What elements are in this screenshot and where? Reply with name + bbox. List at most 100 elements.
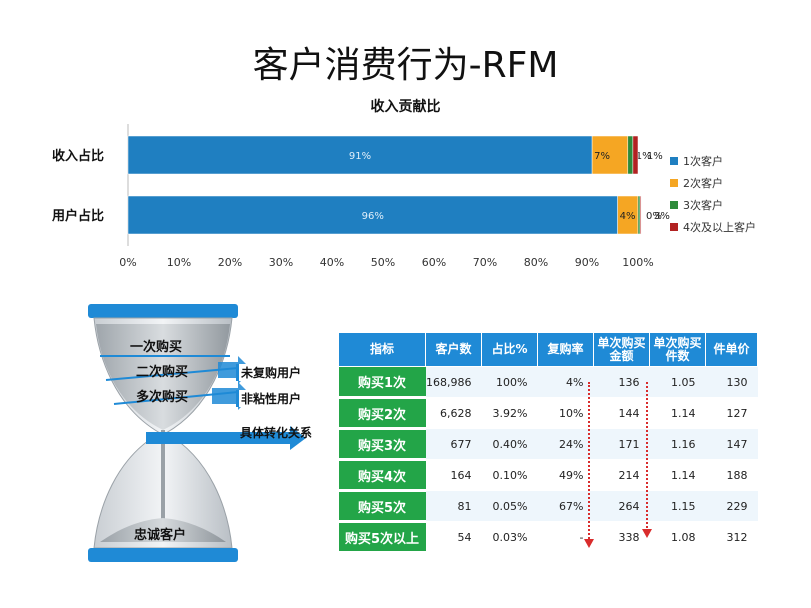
legend-item: 3次客户 bbox=[670, 194, 756, 216]
table-cell: 168,986 bbox=[425, 366, 482, 398]
data-label: 4% bbox=[620, 211, 636, 222]
arrow-conversion bbox=[146, 426, 306, 450]
col-header-share: 占比% bbox=[481, 332, 538, 367]
table-cell: 677 bbox=[425, 428, 482, 460]
table-cell: 54 bbox=[425, 521, 482, 553]
level-label-1: 一次购买 bbox=[130, 340, 183, 355]
table-cell: 214 bbox=[593, 459, 650, 491]
legend-item: 2次客户 bbox=[670, 172, 756, 194]
bar-chart-svg: 0% 10% 20% 30% 40% 50% 60% 70% 80% 90% 100% 收入占比 91%… bbox=[51, 124, 670, 269]
row-label-cell: 购买4次 bbox=[338, 459, 426, 492]
table-row: 购买3次 677 0.40% 24% 171 1.16 147 bbox=[338, 428, 758, 461]
table-cell: 1.08 bbox=[649, 521, 706, 553]
data-label: 7% bbox=[594, 151, 610, 162]
table-header-row: 指标 客户数 占比% 复购率 单次购买 金额 单次购买 件数 件单价 bbox=[338, 332, 758, 367]
table-cell: 3.92% bbox=[481, 397, 538, 429]
legend-label: 2次客户 bbox=[683, 177, 723, 190]
legend-swatch bbox=[670, 179, 678, 187]
col-header-repurchase: 复购率 bbox=[537, 332, 594, 367]
x-tick-label: 70% bbox=[473, 256, 497, 269]
col-header-metric: 指标 bbox=[338, 332, 426, 367]
chart-title: 收入贡献比 bbox=[370, 99, 441, 115]
bar-segment bbox=[591, 135, 629, 175]
row-label-cell: 购买2次 bbox=[338, 397, 426, 430]
table-cell: 0.03% bbox=[481, 521, 538, 553]
legend-label: 3次客户 bbox=[683, 199, 723, 212]
chart-legend: 1次客户 2次客户 3次客户 4次及以上客户 bbox=[670, 150, 756, 238]
row-label-cell: 购买1次 bbox=[338, 366, 426, 399]
table-cell: 1.05 bbox=[649, 366, 706, 398]
table-cell: 144 bbox=[593, 397, 650, 429]
table-cell: 4% bbox=[537, 366, 594, 398]
trend-arrow-amount bbox=[642, 382, 652, 538]
table-cell: 147 bbox=[705, 428, 758, 460]
hourglass-top-cap bbox=[88, 304, 238, 318]
hourglass-svg bbox=[88, 304, 306, 562]
legend-label: 1次客户 bbox=[683, 155, 723, 168]
x-tick-label: 100% bbox=[622, 256, 653, 269]
table-cell: 136 bbox=[593, 366, 650, 398]
row-label-cell: 购买5次以上 bbox=[338, 521, 426, 554]
col-header-customers: 客户数 bbox=[425, 332, 482, 367]
data-label: 0% bbox=[646, 211, 662, 222]
table-cell: 130 bbox=[705, 366, 758, 398]
x-tick-label: 60% bbox=[422, 256, 446, 269]
category-label: 收入占比 bbox=[52, 148, 104, 164]
col-header-order-items: 单次购买 件数 bbox=[649, 332, 706, 367]
x-tick-label: 80% bbox=[524, 256, 548, 269]
table-row: 购买2次 6,628 3.92% 10% 144 1.14 127 bbox=[338, 397, 758, 430]
trend-arrow-repurchase bbox=[584, 382, 594, 548]
table-cell: 0.05% bbox=[481, 490, 538, 522]
table-row: 购买5次以上 54 0.03% -338 1.08 312 bbox=[338, 521, 758, 554]
table-cell: 6,628 bbox=[425, 397, 482, 429]
hourglass-bottom-sand bbox=[100, 518, 226, 542]
hourglass-bottom-cap bbox=[88, 548, 238, 562]
category-label: 用户占比 bbox=[51, 208, 104, 224]
data-label: 96% bbox=[362, 211, 384, 222]
table-cell: 1.16 bbox=[649, 428, 706, 460]
table-cell: 127 bbox=[705, 397, 758, 429]
rfm-table: 指标 客户数 占比% 复购率 单次购买 金额 单次购买 件数 件单价 购买1次 1… bbox=[338, 332, 758, 554]
x-tick-label: 90% bbox=[575, 256, 599, 269]
table-cell: 24% bbox=[537, 428, 594, 460]
loyal-customer-label: 忠诚客户 bbox=[134, 528, 187, 543]
data-label: 3% bbox=[654, 211, 670, 222]
legend-label: 4次及以上客户 bbox=[683, 221, 756, 234]
x-tick-label: 50% bbox=[371, 256, 395, 269]
bar-segment bbox=[632, 135, 639, 175]
x-tick-label: 0% bbox=[119, 256, 136, 269]
table-cell: 1.14 bbox=[649, 397, 706, 429]
row-label-cell: 购买3次 bbox=[338, 428, 426, 461]
data-label: 91% bbox=[349, 151, 371, 162]
legend-swatch bbox=[670, 157, 678, 165]
table-row: 购买1次 168,986 100% 4% 136 1.05 130 bbox=[338, 366, 758, 399]
table-cell: 264 bbox=[593, 490, 650, 522]
table-cell: 171 bbox=[593, 428, 650, 460]
x-tick-label: 10% bbox=[167, 256, 191, 269]
x-tick-label: 30% bbox=[269, 256, 293, 269]
row-label-cell: 购买5次 bbox=[338, 490, 426, 523]
bar-segment bbox=[639, 195, 642, 235]
col-header-order-amount: 单次购买 金额 bbox=[593, 332, 650, 367]
hourglass-diagram: 一次购买 二次购买 多次购买 未复购用户 非粘性用户 具体转化关系 忠诚客户 bbox=[60, 298, 330, 568]
legend-item: 4次及以上客户 bbox=[670, 216, 756, 238]
legend-swatch bbox=[670, 223, 678, 231]
table-cell: 49% bbox=[537, 459, 594, 491]
level-line-2 bbox=[105, 367, 239, 381]
x-tick-label: 20% bbox=[218, 256, 242, 269]
table-cell: 81 bbox=[425, 490, 482, 522]
table-cell: 67% bbox=[537, 490, 594, 522]
legend-item: 1次客户 bbox=[670, 150, 756, 172]
table-cell: 1.14 bbox=[649, 459, 706, 491]
page-title: 客户消费行为-RFM bbox=[252, 45, 559, 86]
level-label-3: 多次购买 bbox=[136, 390, 189, 405]
data-label: 1% bbox=[636, 151, 652, 162]
table-cell: 0.40% bbox=[481, 428, 538, 460]
table-row: 购买4次 164 0.10% 49% 214 1.14 188 bbox=[338, 459, 758, 492]
table-cell: 338 bbox=[593, 521, 650, 553]
table-cell: 164 bbox=[425, 459, 482, 491]
data-label: 1% bbox=[647, 151, 663, 162]
bar-segment bbox=[637, 195, 641, 235]
x-tick-label: 40% bbox=[320, 256, 344, 269]
stacked-bar-chart: 0% 10% 20% 30% 40% 50% 60% 70% 80% 90% 100% 收入占比 91%… bbox=[0, 0, 811, 300]
